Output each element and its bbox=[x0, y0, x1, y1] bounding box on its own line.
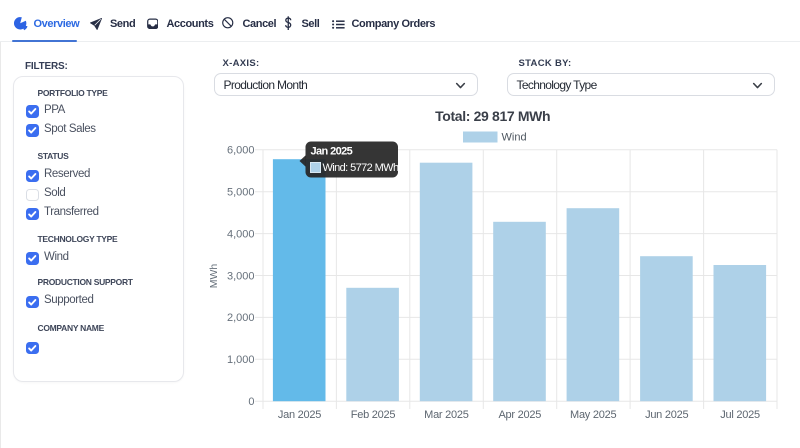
svg-text:Apr 2025: Apr 2025 bbox=[498, 409, 541, 421]
svg-text:Jan 2025: Jan 2025 bbox=[311, 146, 353, 158]
svg-text:Wind: Wind bbox=[502, 132, 527, 144]
svg-text:MWh: MWh bbox=[208, 264, 220, 289]
svg-text:Jun 2025: Jun 2025 bbox=[645, 409, 688, 421]
svg-text:May 2025: May 2025 bbox=[570, 409, 616, 421]
svg-text:Total: 29 817 MWh: Total: 29 817 MWh bbox=[435, 108, 550, 124]
svg-text:3,000: 3,000 bbox=[227, 270, 255, 282]
svg-text:Mar 2025: Mar 2025 bbox=[424, 409, 469, 421]
svg-text:5,000: 5,000 bbox=[227, 187, 255, 199]
svg-text:Feb 2025: Feb 2025 bbox=[351, 409, 396, 421]
svg-text:Jan 2025: Jan 2025 bbox=[278, 409, 321, 421]
svg-text:1,000: 1,000 bbox=[227, 354, 255, 366]
svg-text:6,000: 6,000 bbox=[227, 145, 255, 157]
svg-text:Jul 2025: Jul 2025 bbox=[720, 409, 760, 421]
svg-text:2,000: 2,000 bbox=[227, 312, 255, 324]
svg-text:0: 0 bbox=[248, 396, 254, 408]
svg-text:4,000: 4,000 bbox=[227, 228, 255, 240]
svg-text:Wind: 5772 MWh: Wind: 5772 MWh bbox=[323, 162, 399, 174]
